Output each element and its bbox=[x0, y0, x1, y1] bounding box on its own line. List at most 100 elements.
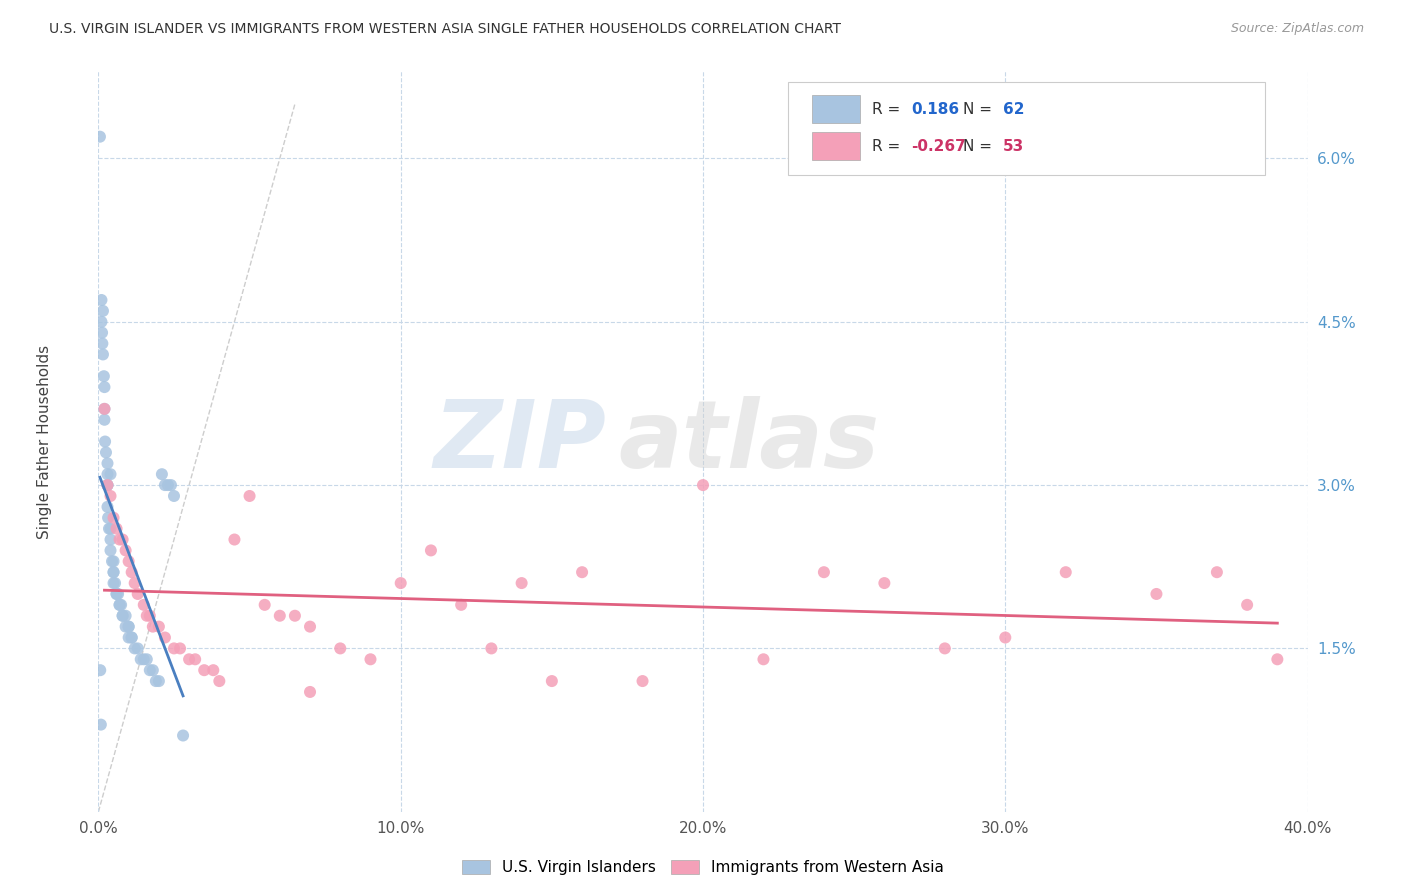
Point bbox=[934, 641, 956, 656]
Point bbox=[135, 608, 157, 623]
Point bbox=[100, 489, 122, 503]
Point bbox=[121, 631, 143, 645]
Point bbox=[135, 652, 157, 666]
Point bbox=[124, 641, 146, 656]
Point bbox=[224, 533, 246, 547]
Point bbox=[299, 685, 322, 699]
Point bbox=[169, 641, 191, 656]
Point bbox=[103, 565, 125, 579]
Point bbox=[93, 401, 115, 416]
Point bbox=[105, 587, 128, 601]
Point bbox=[132, 652, 155, 666]
Point bbox=[118, 619, 141, 633]
Point bbox=[631, 674, 654, 689]
Point bbox=[93, 401, 115, 416]
Point bbox=[105, 522, 128, 536]
Point bbox=[571, 565, 593, 579]
Point bbox=[118, 619, 141, 633]
Point bbox=[91, 336, 114, 351]
Point bbox=[90, 293, 112, 307]
Point bbox=[111, 533, 134, 547]
Point bbox=[107, 587, 129, 601]
Point bbox=[93, 369, 115, 384]
Point bbox=[103, 554, 125, 568]
Point bbox=[179, 652, 201, 666]
Point bbox=[100, 467, 122, 482]
FancyBboxPatch shape bbox=[811, 95, 860, 123]
Point bbox=[142, 619, 165, 633]
Point bbox=[103, 510, 125, 524]
Point bbox=[100, 522, 122, 536]
FancyBboxPatch shape bbox=[787, 82, 1265, 175]
Point bbox=[100, 533, 122, 547]
Point bbox=[96, 500, 118, 514]
Point bbox=[1236, 598, 1258, 612]
Legend: U.S. Virgin Islanders, Immigrants from Western Asia: U.S. Virgin Islanders, Immigrants from W… bbox=[463, 861, 943, 875]
Point bbox=[239, 489, 262, 503]
Point bbox=[540, 674, 562, 689]
Point bbox=[148, 619, 170, 633]
Point bbox=[111, 608, 134, 623]
Point bbox=[108, 533, 131, 547]
Point bbox=[127, 641, 149, 656]
Point bbox=[118, 631, 141, 645]
Point bbox=[89, 663, 111, 677]
Point bbox=[148, 674, 170, 689]
Point bbox=[873, 576, 896, 591]
Point bbox=[752, 652, 775, 666]
Point bbox=[172, 729, 194, 743]
Text: ZIP: ZIP bbox=[433, 395, 606, 488]
Point bbox=[98, 522, 121, 536]
Point bbox=[153, 631, 176, 645]
Point bbox=[329, 641, 352, 656]
Point bbox=[1267, 652, 1289, 666]
Point bbox=[129, 652, 152, 666]
Point bbox=[121, 565, 143, 579]
Text: 0.186: 0.186 bbox=[911, 102, 959, 117]
Point bbox=[118, 554, 141, 568]
Point bbox=[193, 663, 215, 677]
Point bbox=[91, 347, 114, 361]
Text: Source: ZipAtlas.com: Source: ZipAtlas.com bbox=[1230, 22, 1364, 36]
Point bbox=[100, 543, 122, 558]
FancyBboxPatch shape bbox=[811, 132, 860, 161]
Point bbox=[269, 608, 291, 623]
Point bbox=[481, 641, 503, 656]
Point bbox=[284, 608, 307, 623]
Text: 62: 62 bbox=[1002, 102, 1025, 117]
Point bbox=[202, 663, 225, 677]
Point bbox=[163, 489, 186, 503]
Point bbox=[96, 456, 118, 470]
Text: R =: R = bbox=[872, 138, 905, 153]
Point bbox=[96, 467, 118, 482]
Point bbox=[299, 619, 322, 633]
Text: atlas: atlas bbox=[619, 395, 880, 488]
Point bbox=[96, 478, 118, 492]
Point bbox=[110, 598, 132, 612]
Point bbox=[124, 576, 146, 591]
Point bbox=[142, 663, 165, 677]
Point bbox=[132, 598, 155, 612]
Point bbox=[1206, 565, 1229, 579]
Point bbox=[139, 663, 162, 677]
Point bbox=[994, 631, 1017, 645]
Point bbox=[114, 619, 136, 633]
Point bbox=[89, 129, 111, 144]
Point bbox=[103, 565, 125, 579]
Text: U.S. VIRGIN ISLANDER VS IMMIGRANTS FROM WESTERN ASIA SINGLE FATHER HOUSEHOLDS CO: U.S. VIRGIN ISLANDER VS IMMIGRANTS FROM … bbox=[49, 22, 841, 37]
Point bbox=[104, 576, 127, 591]
Point bbox=[121, 631, 143, 645]
Point bbox=[692, 478, 714, 492]
Point bbox=[94, 445, 117, 459]
Point bbox=[156, 478, 179, 492]
Point bbox=[253, 598, 276, 612]
Point bbox=[389, 576, 412, 591]
Point bbox=[420, 543, 443, 558]
Point bbox=[93, 413, 115, 427]
Text: N =: N = bbox=[963, 138, 997, 153]
Point bbox=[97, 510, 120, 524]
Text: R =: R = bbox=[872, 102, 905, 117]
Point bbox=[91, 304, 114, 318]
Point bbox=[153, 478, 176, 492]
Point bbox=[160, 478, 183, 492]
